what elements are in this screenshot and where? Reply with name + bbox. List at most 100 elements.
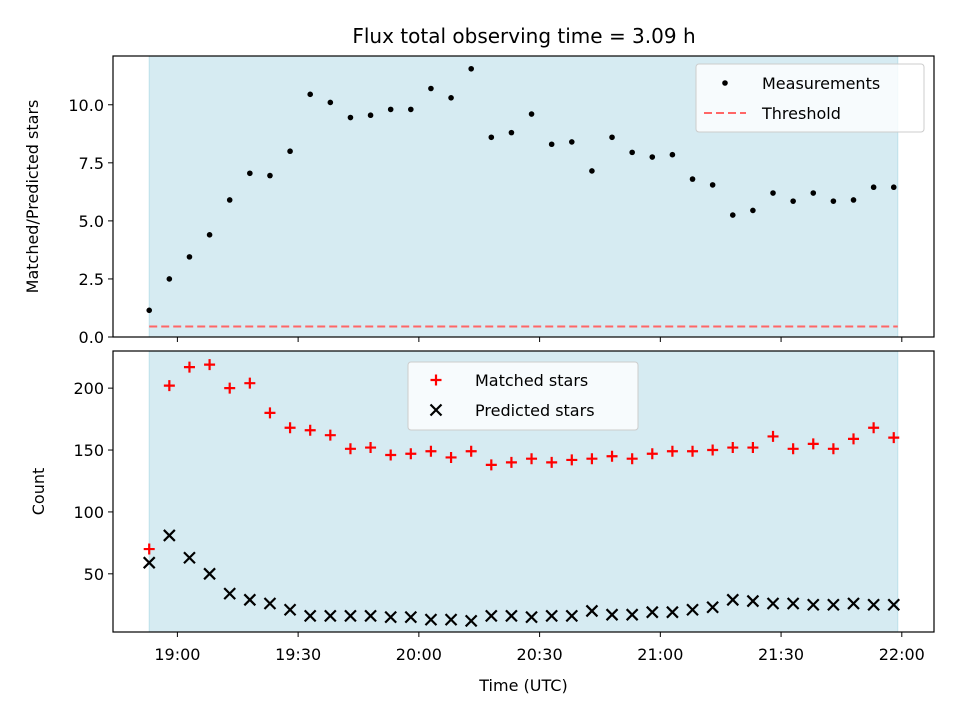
bottom-legend: Matched stars Predicted stars — [407, 361, 639, 431]
measurement-point — [488, 134, 495, 141]
matched-star-point — [848, 433, 860, 445]
matched-star-point — [224, 382, 236, 394]
top-legend-box — [695, 63, 925, 133]
measurement-point — [408, 106, 414, 113]
x-tick-label: 21:00 — [637, 645, 683, 664]
predicted-star-point — [625, 608, 639, 621]
measurement-point — [468, 65, 474, 72]
measurement-point — [830, 198, 837, 204]
measurement-point — [186, 254, 193, 260]
chart-title: Flux total observing time = 3.09 h — [352, 24, 695, 48]
measurement-point — [327, 99, 334, 106]
predicted-star-point — [303, 609, 317, 623]
matched-star-point — [163, 380, 175, 392]
measurement-point — [367, 112, 374, 119]
top-y-axis-label: Matched/Predicted stars — [23, 100, 42, 294]
bottom-y-tick-label: 150 — [73, 441, 104, 460]
top-legend: Measurements Threshold — [695, 63, 925, 133]
measurement-point — [206, 232, 213, 238]
legend-predicted-marker — [429, 403, 443, 417]
matched-star-point — [365, 442, 377, 454]
legend-matched-label: Matched stars — [475, 371, 588, 390]
matched-star-point — [183, 361, 195, 373]
predicted-star-point — [344, 609, 357, 623]
matched-star-point — [344, 443, 356, 455]
predicted-star-point — [223, 587, 236, 600]
matched-star-point — [264, 407, 276, 419]
predicted-star-point — [404, 610, 418, 624]
matched-star-point — [566, 454, 578, 466]
matched-star-point — [425, 445, 437, 457]
matched-star-point — [787, 443, 799, 455]
measurement-point — [267, 172, 273, 179]
matched-star-point — [304, 424, 316, 436]
matched-star-point — [888, 432, 900, 444]
matched-star-point — [143, 543, 155, 555]
measurement-point — [568, 139, 575, 145]
x-tick-label: 20:00 — [396, 645, 442, 664]
predicted-star-point — [444, 613, 458, 626]
measurement-point — [589, 168, 595, 174]
top-y-tick-label: 10.0 — [68, 96, 104, 115]
matched-star-point — [767, 430, 779, 442]
predicted-star-point — [585, 604, 599, 618]
predicted-star-point — [505, 609, 518, 623]
matched-star-point — [666, 445, 678, 457]
matched-star-point — [405, 448, 417, 460]
predicted-star-point — [525, 610, 538, 624]
matched-star-point — [606, 450, 618, 462]
x-axis-label: Time (UTC) — [478, 676, 567, 695]
measurement-point — [307, 91, 314, 98]
measurement-point — [609, 134, 615, 141]
top-panel: 0.0 2.5 5.0 7.5 10.0 Matched/Predicted stars… — [23, 55, 935, 347]
legend-matched-marker — [430, 374, 442, 386]
matched-star-point — [727, 442, 739, 454]
bottom-legend-box — [407, 361, 639, 431]
predicted-star-point — [263, 597, 277, 610]
top-y-tick-label: 7.5 — [79, 154, 104, 173]
x-tick-label: 19:30 — [275, 645, 321, 664]
predicted-star-point — [163, 529, 176, 542]
measurement-point — [428, 85, 434, 92]
matched-star-point — [646, 448, 658, 460]
measurement-point — [247, 170, 253, 177]
predicted-star-point — [786, 597, 800, 610]
x-tick-label: 19:00 — [154, 645, 200, 664]
bottom-panel: 50 100 150 200 19:00 19:30 20:00 20:30 21:00 21:3… — [29, 350, 935, 695]
measurement-point — [166, 276, 173, 282]
matched-star-point — [707, 444, 719, 456]
predicted-star-point — [364, 609, 377, 623]
measurement-point — [810, 190, 817, 196]
measurement-point — [790, 198, 796, 204]
matched-star-point — [868, 422, 880, 434]
predicted-star-point — [827, 598, 840, 612]
measurement-point — [649, 154, 656, 160]
bottom-axes-layer: 50 100 150 200 19:00 19:30 20:00 20:30 21:00 21:3… — [73, 379, 924, 664]
matched-star-point — [827, 443, 839, 455]
predicted-star-point — [887, 598, 901, 612]
matched-star-point — [485, 459, 497, 471]
legend-predicted-label: Predicted stars — [475, 401, 595, 420]
measurement-point — [387, 106, 394, 113]
measurement-point — [689, 176, 696, 182]
matched-star-point — [807, 438, 819, 450]
matched-star-point — [445, 451, 457, 463]
predicted-star-point — [545, 609, 558, 623]
measurement-point — [508, 129, 515, 136]
x-tick-label: 20:30 — [517, 645, 563, 664]
predicted-star-point — [666, 605, 679, 619]
measurement-point — [669, 151, 676, 158]
matched-star-point — [546, 456, 558, 468]
predicted-star-point — [424, 613, 438, 626]
matched-star-point — [204, 359, 216, 371]
bottom-y-axis-label: Count — [29, 468, 48, 516]
legend-measurements-marker — [722, 80, 728, 86]
top-marks-layer — [146, 65, 898, 328]
predicted-star-point — [203, 567, 216, 581]
predicted-star-point — [142, 556, 156, 569]
predicted-star-point — [646, 605, 659, 619]
predicted-star-point — [485, 609, 498, 623]
predicted-star-point — [605, 608, 619, 621]
predicted-star-point — [867, 598, 880, 612]
bottom-marks-layer — [142, 359, 901, 628]
